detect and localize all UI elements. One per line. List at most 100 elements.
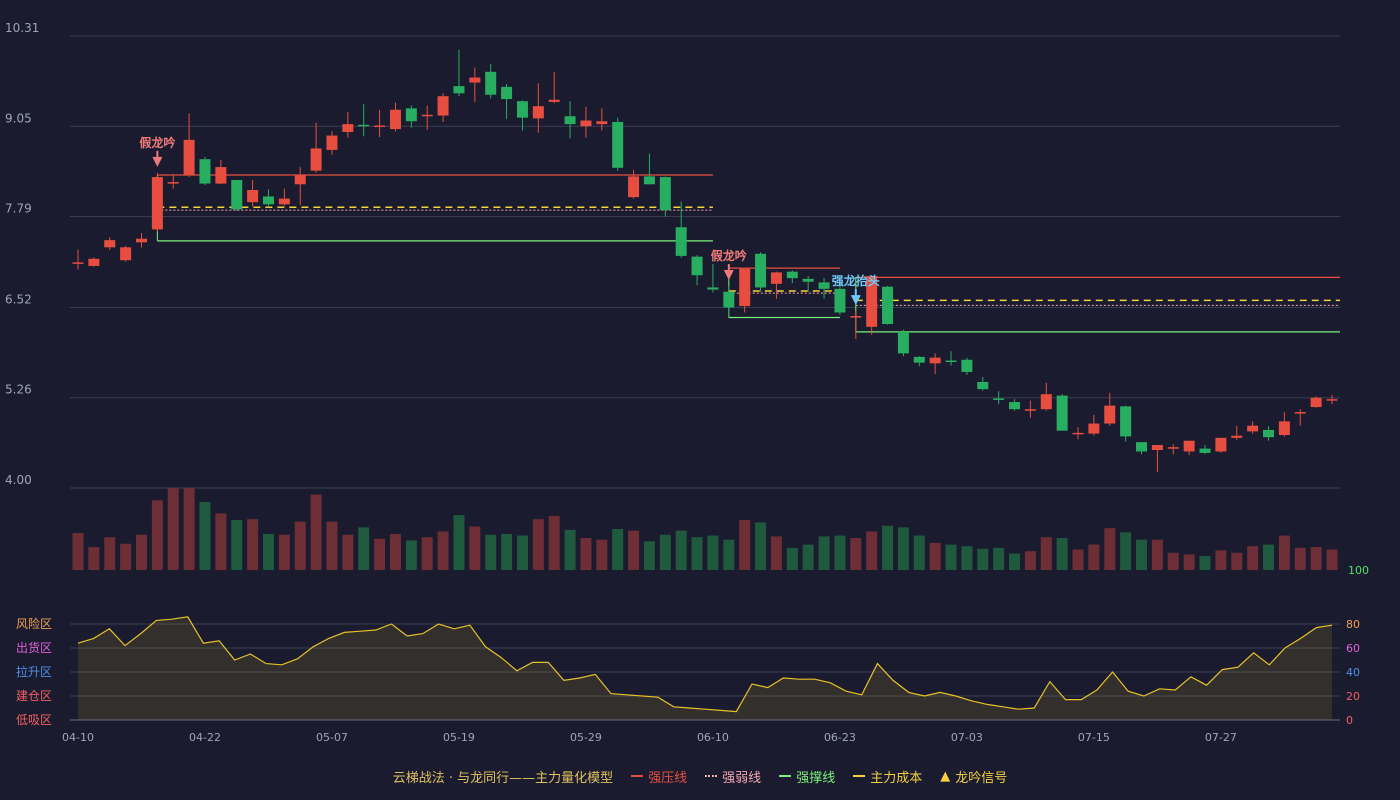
osc-tick-label: 60 <box>1346 642 1360 655</box>
volume-bar <box>850 538 862 570</box>
volume-bar <box>485 534 497 570</box>
volume-bar <box>834 535 846 570</box>
candle-body <box>596 121 608 125</box>
candle-body <box>485 71 497 95</box>
volume-bar <box>786 547 798 570</box>
candle-body <box>659 177 671 211</box>
candle-body <box>469 77 481 83</box>
volume-bar <box>564 529 576 570</box>
candle-body <box>1167 447 1179 449</box>
price-tick-label: 5.26 <box>5 383 32 397</box>
volume-bar <box>262 533 274 570</box>
candle-body <box>532 106 544 119</box>
osc-zone-label: 建仓区 <box>16 689 52 703</box>
legend-signal[interactable]: ▲ 龙吟信号 <box>940 768 1008 786</box>
volume-bar <box>1088 544 1100 570</box>
volume-bar <box>342 534 354 570</box>
osc-zone-label: 拉升区 <box>16 664 52 679</box>
volume-bar <box>580 538 592 570</box>
signal-label: 假龙吟 <box>139 135 175 150</box>
volume-bar <box>310 494 322 570</box>
volume-bar <box>437 531 449 570</box>
candle-body <box>1009 402 1021 410</box>
legend-cost[interactable]: 主力成本 <box>853 767 922 786</box>
candle-body <box>104 240 116 248</box>
candle-body <box>453 86 465 94</box>
volume-bar <box>961 546 973 570</box>
candle-body <box>1040 394 1052 410</box>
candle-body <box>88 258 100 266</box>
volume-bar <box>120 543 132 570</box>
candle-body <box>247 190 259 203</box>
volume-bar <box>596 539 608 570</box>
x-tick-label: 07-15 <box>1078 731 1110 744</box>
candle-body <box>278 198 290 205</box>
candle-body <box>897 331 909 354</box>
signal-arrow-icon <box>723 269 734 280</box>
candle-body <box>1136 442 1148 452</box>
candle-body <box>342 124 354 132</box>
volume-bar <box>929 542 941 570</box>
volume-bar <box>215 513 227 570</box>
signal-label: 假龙吟 <box>711 248 747 263</box>
candle-body <box>326 135 338 150</box>
volume-bar <box>1056 538 1068 570</box>
volume-bar <box>1247 546 1259 570</box>
volume-bar <box>643 541 655 570</box>
volume-bar <box>389 533 401 570</box>
volume-bar <box>405 540 417 570</box>
candle-body <box>564 116 576 125</box>
triangle-icon: ▲ <box>940 768 951 784</box>
x-tick-label: 05-07 <box>316 731 348 744</box>
volume-bar <box>1151 539 1163 570</box>
volume-bar <box>1183 554 1195 570</box>
osc-tick-label: 0 <box>1346 714 1353 727</box>
candle-body <box>929 357 941 364</box>
candle-body <box>643 176 655 185</box>
candle-body <box>310 148 322 171</box>
volume-bar <box>691 537 703 570</box>
price-tick-label: 9.05 <box>5 111 32 125</box>
legend-weak[interactable]: 强弱线 <box>705 767 761 786</box>
candle-body <box>183 139 195 175</box>
volume-bar <box>882 525 894 570</box>
volume-bar <box>199 501 211 570</box>
osc-area <box>78 616 1332 720</box>
volume-bar <box>707 535 719 570</box>
osc-tick-label: 40 <box>1346 666 1360 679</box>
signal-arrow-icon <box>152 156 163 167</box>
candle-body <box>755 253 767 288</box>
x-tick-label: 04-22 <box>189 731 221 744</box>
volume-bar <box>1104 528 1116 570</box>
candle-body <box>866 275 878 327</box>
legend-support[interactable]: 强撑线 <box>779 767 835 786</box>
volume-bar <box>628 530 640 570</box>
candle-body <box>1183 440 1195 452</box>
volume-bar <box>1167 552 1179 570</box>
volume-bar <box>659 534 671 570</box>
candle-body <box>374 125 386 128</box>
volume-bar <box>326 521 338 570</box>
volume-bar <box>993 547 1005 570</box>
candle-body <box>1278 421 1290 435</box>
volume-bar <box>1120 532 1132 570</box>
volume-bar <box>612 529 624 570</box>
candle-body <box>231 179 243 210</box>
volume-bar <box>278 534 290 570</box>
volume-bar <box>1326 549 1338 570</box>
candle-body <box>850 316 862 318</box>
candle-body <box>786 271 798 279</box>
volume-bar <box>1231 552 1243 570</box>
legend-pressure[interactable]: 强压线 <box>631 767 687 786</box>
candle-body <box>151 177 163 230</box>
candle-body <box>405 108 417 122</box>
volume-bar <box>1199 556 1211 570</box>
volume-bar <box>1215 550 1227 570</box>
volume-bar <box>739 519 751 570</box>
candle-body <box>1120 406 1132 437</box>
x-tick-label: 05-29 <box>570 731 602 744</box>
volume-bar <box>247 519 259 570</box>
signal-arrow-icon <box>850 295 861 306</box>
volume-bar <box>469 526 481 570</box>
osc-tick-label: 20 <box>1346 690 1360 703</box>
